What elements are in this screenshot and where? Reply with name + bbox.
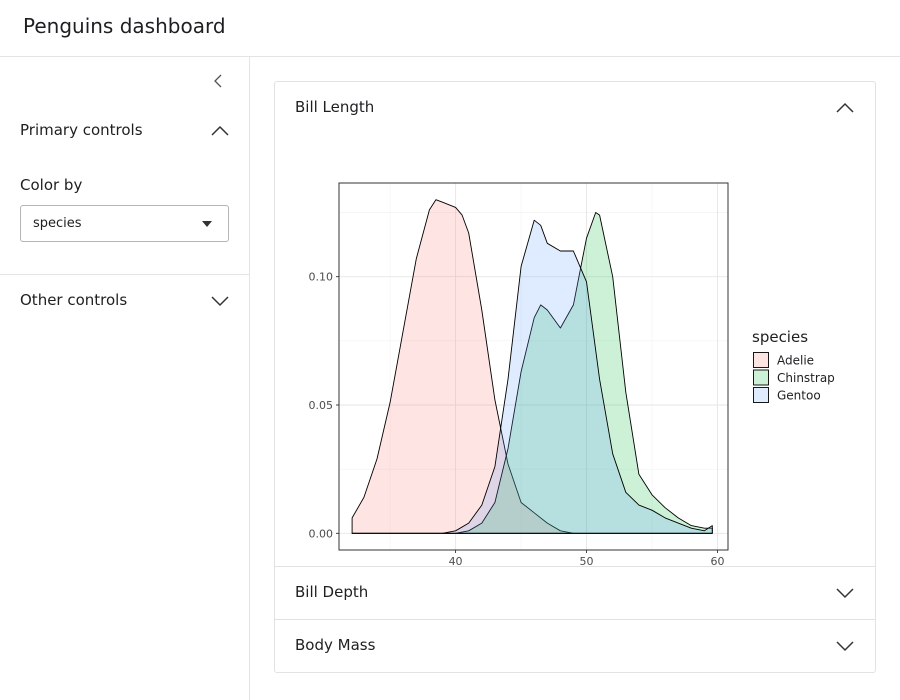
legend-label-adelie: Adelie: [777, 354, 814, 368]
panel-header-bill-depth[interactable]: Bill Depth: [275, 567, 875, 619]
legend-key-bg: [753, 370, 769, 385]
legend-title: species: [752, 328, 808, 346]
chevron-up-icon: [211, 125, 229, 136]
accordion-card: Bill Length 40 50 60 0.00 0.05 0.10 species Ade…: [274, 81, 876, 673]
x-tick-label: 60: [711, 555, 725, 566]
x-tick-label: 50: [580, 555, 594, 566]
y-tick-label: 0.10: [309, 271, 334, 284]
chevron-up-icon: [836, 102, 854, 113]
accordion-primary-controls[interactable]: Primary controls: [20, 119, 230, 143]
panel-title-bill-length: Bill Length: [295, 98, 375, 116]
navbar: Penguins dashboard: [0, 0, 900, 57]
legend-label-chinstrap: Chinstrap: [777, 371, 835, 385]
plot-panel: [339, 183, 728, 550]
legend-key-gentoo: [753, 387, 769, 403]
y-tick-label: 0.05: [309, 399, 334, 412]
panel-divider: [275, 566, 875, 567]
y-tick-label: 0.00: [309, 527, 334, 540]
x-tick-label: 40: [449, 555, 463, 566]
accordion-other-controls[interactable]: Other controls: [20, 289, 230, 313]
panel-header-body-mass[interactable]: Body Mass: [275, 620, 875, 672]
legend-key-bg: [753, 387, 769, 403]
panel-title-bill-depth: Bill Depth: [295, 583, 369, 601]
main-content: Bill Length 40 50 60 0.00 0.05 0.10 species Ade…: [250, 57, 900, 700]
color-by-value: species: [33, 216, 82, 231]
chevron-down-icon: [211, 296, 229, 307]
legend-key-chinstrap: [753, 369, 769, 386]
panel-header-bill-length[interactable]: Bill Length: [275, 82, 875, 134]
panel-title-body-mass: Body Mass: [295, 636, 376, 654]
accordion-primary-controls-label: Primary controls: [20, 121, 143, 139]
legend-key-adelie: [753, 352, 769, 368]
density-area-gentoo: [351, 219, 713, 534]
panel-divider: [275, 619, 875, 620]
accordion-other-controls-label: Other controls: [20, 291, 128, 309]
sidebar-divider: [0, 274, 249, 275]
chevron-down-icon: [836, 641, 854, 652]
legend-label-gentoo: Gentoo: [777, 389, 821, 403]
chevron-down-icon: [836, 588, 854, 599]
chevron-left-icon: [214, 74, 222, 88]
app-title: Penguins dashboard: [23, 14, 226, 38]
legend-key-bg: [753, 352, 769, 368]
density-area-adelie: [351, 199, 713, 534]
sidebar: Primary controls Color by species Other …: [0, 57, 250, 700]
plot-border: [338, 182, 729, 551]
color-by-select[interactable]: species: [20, 205, 229, 242]
density-chart: 40 50 60 0.00 0.05 0.10 species Adelie Chinstrap…: [309, 182, 835, 566]
color-by-label: Color by: [20, 176, 83, 194]
sidebar-collapse-button[interactable]: [208, 71, 228, 91]
caret-down-icon: [202, 221, 212, 227]
density-area-chinstrap: [351, 212, 713, 534]
